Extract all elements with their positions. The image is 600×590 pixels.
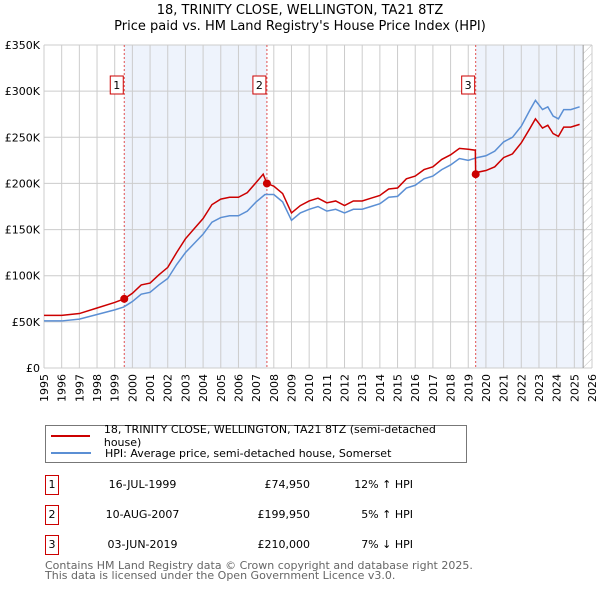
legend-label: 18, TRINITY CLOSE, WELLINGTON, TA21 8TZ …	[103, 423, 436, 449]
plot-area: 1995 1996 1997 1998 1999 2000 2001 2002 2003 2004…	[5, 39, 599, 402]
x-tick-label: 2000	[126, 374, 139, 402]
x-tick-label: 2007	[250, 374, 263, 402]
x-tick-label: 2011	[321, 374, 334, 402]
x-tick-label: 2018	[445, 374, 458, 402]
x-tick-label: 2001	[144, 374, 157, 402]
x-tick-label: 2026	[586, 374, 599, 402]
y-tick-label: £150K	[5, 224, 41, 237]
sale-point	[471, 170, 480, 179]
chart-title: 18, TRINITY CLOSE, WELLINGTON, TA21 8TZ	[156, 3, 444, 18]
sale-label: 2	[256, 79, 263, 92]
footer-line: This data is licensed under the Open Gov…	[45, 569, 396, 582]
sale-price: £210,000	[257, 538, 311, 551]
chart-subtitle: Price paid vs. HM Land Registry's House …	[114, 19, 486, 34]
sale-label: 1	[113, 79, 120, 92]
x-tick-label: 2017	[427, 374, 440, 402]
hpi-line	[44, 99, 580, 322]
x-tick-label: 2012	[339, 374, 352, 402]
legend-item-property: 18, TRINITY CLOSE, WELLINGTON, TA21 8TZ …	[51, 423, 466, 449]
x-tick-label: 2021	[498, 374, 511, 402]
x-tick-label: 2023	[533, 374, 546, 402]
y-tick-label: £0	[26, 362, 40, 375]
y-tick-label: £200K	[5, 177, 41, 190]
sale-badge: 2	[45, 505, 59, 525]
sale-label: 3	[465, 79, 472, 92]
y-tick-label: £50K	[12, 316, 41, 329]
x-tick-label: 2003	[179, 374, 192, 402]
legend-item-hpi: HPI: Average price, semi-detached house,…	[51, 445, 391, 461]
shaded-range	[124, 45, 267, 368]
sale-point	[120, 294, 129, 303]
sale-date: 03-JUN-2019	[107, 538, 178, 551]
x-tick-label: 2022	[515, 374, 528, 402]
y-tick-label: £300K	[5, 85, 41, 98]
x-tick-label: 2019	[462, 374, 475, 402]
sale-date: 16-JUL-1999	[108, 478, 177, 491]
y-tick-label: £100K	[5, 270, 41, 283]
x-tick-label: 1998	[91, 374, 104, 402]
sale-hpi-diff: 7% ↓ HPI	[361, 538, 413, 551]
sale-price: £199,950	[257, 508, 311, 521]
sale-badge: 3	[45, 535, 59, 555]
sale-label-box	[109, 75, 124, 95]
x-tick-label: 2015	[392, 374, 405, 402]
sale-date: 10-AUG-2007	[105, 508, 180, 521]
x-tick-label: 1995	[38, 374, 51, 402]
x-tick-label: 2002	[162, 374, 175, 402]
sale-row: 2 10-AUG-2007 £199,950 5% ↑ HPI	[45, 505, 465, 525]
y-tick-label: £350K	[5, 39, 41, 52]
x-tick-label: 1996	[56, 374, 69, 402]
x-tick-label: 2013	[356, 374, 369, 402]
x-tick-label: 2009	[285, 374, 298, 402]
sale-hpi-diff: 12% ↑ HPI	[354, 478, 413, 491]
x-tick-label: 2025	[568, 374, 581, 402]
sale-row: 1 16-JUL-1999 £74,950 12% ↑ HPI	[45, 475, 465, 495]
x-tick-label: 2024	[551, 374, 564, 402]
sale-point	[262, 179, 271, 188]
legend: 18, TRINITY CLOSE, WELLINGTON, TA21 8TZ …	[45, 423, 467, 463]
x-tick-label: 2016	[409, 374, 422, 402]
sale-badge: 1	[45, 475, 59, 495]
sale-price: £74,950	[264, 478, 311, 491]
legend-label: HPI: Average price, semi-detached house,…	[105, 446, 392, 460]
legend-swatch	[51, 452, 91, 454]
legend-swatch	[51, 435, 90, 437]
footer-line: Contains HM Land Registry data © Crown c…	[45, 559, 473, 572]
sale-row: 3 03-JUN-2019 £210,000 7% ↓ HPI	[45, 535, 465, 555]
x-tick-label: 1999	[109, 374, 122, 402]
x-tick-label: 2008	[268, 374, 281, 402]
sale-label-box	[461, 75, 476, 95]
property-price-line	[44, 117, 580, 317]
shaded-range	[475, 45, 584, 368]
x-tick-label: 2010	[303, 374, 316, 402]
x-tick-label: 2004	[197, 374, 210, 402]
forecast-hatch	[583, 45, 592, 368]
footer: Contains HM Land Registry data © Crown c…	[45, 559, 473, 582]
x-tick-label: 1997	[73, 374, 86, 402]
y-tick-label: £250K	[5, 131, 41, 144]
x-tick-label: 2014	[374, 374, 387, 402]
x-tick-label: 2020	[480, 374, 493, 402]
sale-hpi-diff: 5% ↑ HPI	[361, 508, 413, 521]
x-tick-label: 2005	[215, 374, 228, 402]
x-tick-label: 2006	[232, 374, 245, 402]
sale-label-box	[252, 75, 267, 95]
